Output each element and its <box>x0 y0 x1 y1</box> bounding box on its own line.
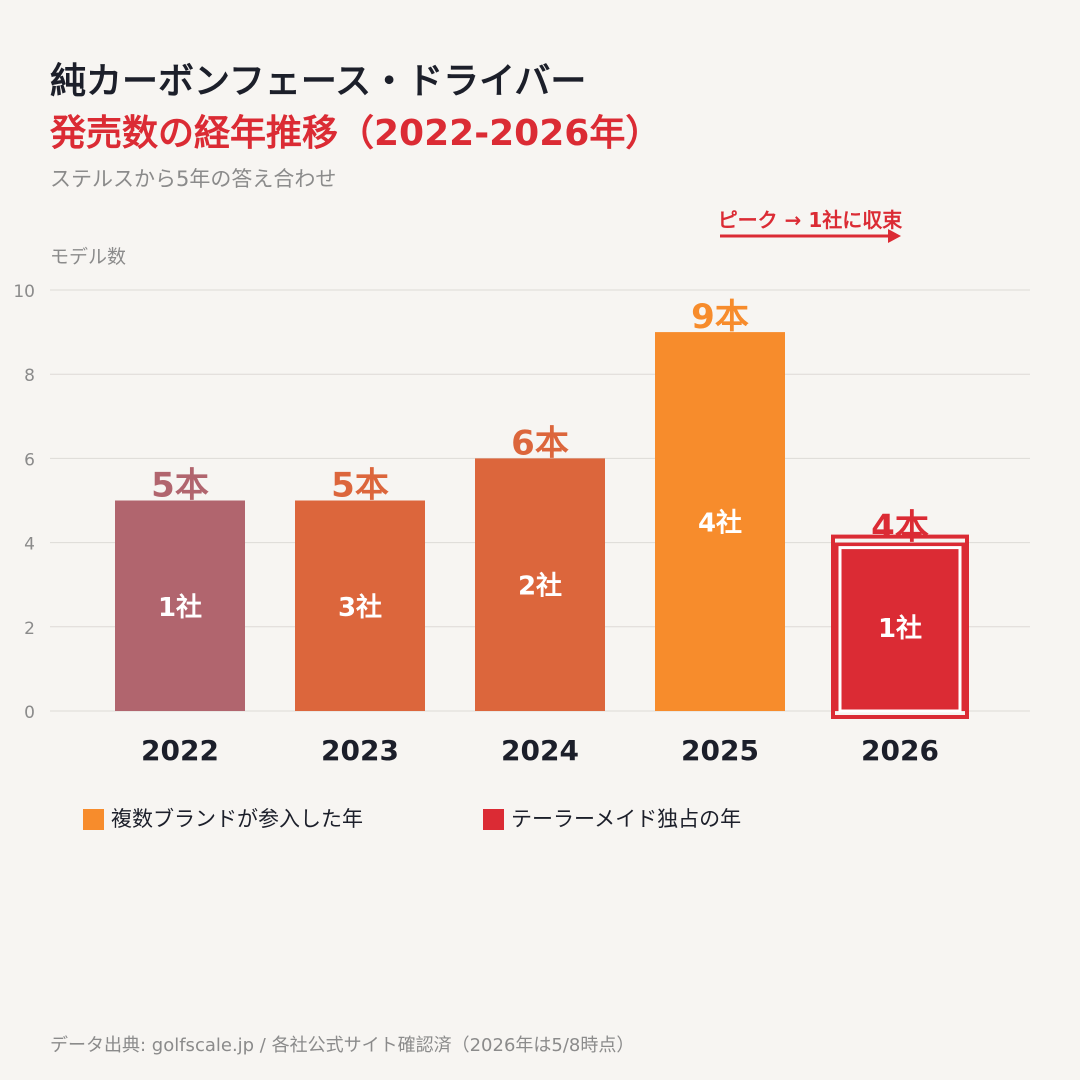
highlight-outer-border <box>831 534 969 719</box>
x-tick-label: 2023 <box>321 734 399 767</box>
value-label: 5本 <box>151 466 209 506</box>
legend-label: テーラーメイド独占の年 <box>511 807 741 831</box>
bar-inner-label: 2社 <box>518 571 562 602</box>
bar-inner-label: 4社 <box>698 508 742 539</box>
chart-caption: ステルスから5年の答え合わせ <box>50 167 337 191</box>
peak-annotation: ピーク → 1社に収束 <box>718 208 904 232</box>
y-tick-label: 6 <box>24 450 35 470</box>
value-label: 6本 <box>511 423 569 463</box>
y-tick-label: 2 <box>24 619 35 639</box>
bar-inner-label: 3社 <box>338 592 382 623</box>
bar-2023 <box>295 500 425 711</box>
highlight-inner-border <box>838 546 962 713</box>
y-tick-label: 8 <box>24 366 35 386</box>
bar-inner-label: 1社 <box>878 613 922 644</box>
value-label: 5本 <box>331 466 389 506</box>
value-label: 4本 <box>871 508 929 548</box>
x-tick-label: 2022 <box>141 734 219 767</box>
y-tick-label: 10 <box>13 282 35 302</box>
annotation-arrow-head <box>888 229 901 243</box>
y-axis-label: モデル数 <box>50 246 126 268</box>
legend-swatch <box>83 809 104 830</box>
value-label: 9本 <box>691 297 749 337</box>
data-source-footer: データ出典: golfscale.jp / 各社公式サイト確認済（2026年は5… <box>50 1035 635 1056</box>
chart-subtitle-highlight: 発売数の経年推移（2022-2026年） <box>50 113 662 154</box>
bar-2024 <box>475 458 605 711</box>
x-tick-label: 2026 <box>861 734 939 767</box>
bar-2022 <box>115 500 245 711</box>
bar-2025 <box>655 332 785 711</box>
bar-2026 <box>835 542 965 711</box>
legend-swatch <box>483 809 504 830</box>
x-tick-label: 2024 <box>501 734 579 767</box>
bar-inner-label: 1社 <box>158 592 202 623</box>
chart-title: 純カーボンフェース・ドライバー <box>50 61 587 102</box>
y-tick-label: 4 <box>24 535 35 555</box>
y-tick-label: 0 <box>24 703 35 723</box>
legend-label: 複数ブランドが参入した年 <box>111 807 363 831</box>
x-tick-label: 2025 <box>681 734 759 767</box>
